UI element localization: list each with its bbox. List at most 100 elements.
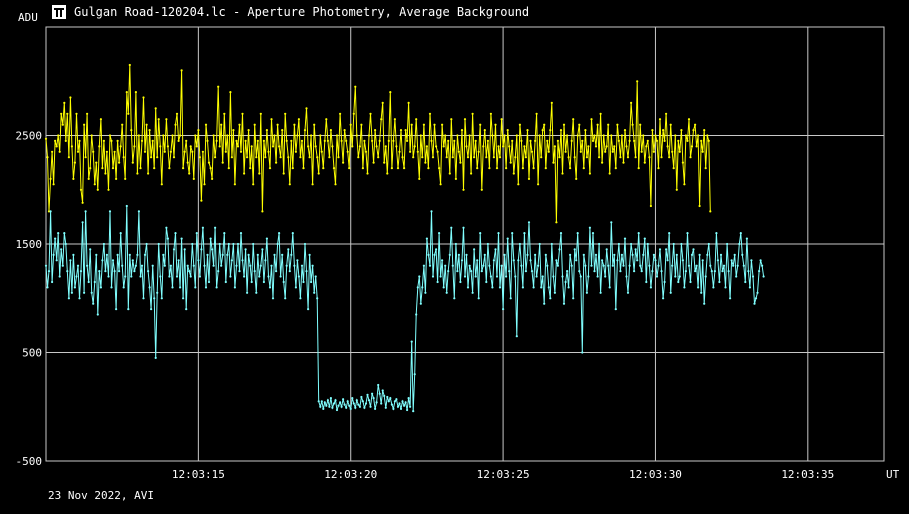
data-point bbox=[229, 91, 232, 94]
data-point bbox=[192, 264, 195, 267]
data-point bbox=[101, 259, 104, 262]
data-point bbox=[220, 123, 223, 126]
data-point bbox=[157, 118, 160, 121]
data-point bbox=[665, 112, 668, 115]
data-point bbox=[191, 150, 194, 153]
data-point bbox=[203, 183, 206, 186]
data-point bbox=[392, 139, 395, 142]
data-point bbox=[508, 270, 511, 273]
data-point bbox=[658, 248, 662, 251]
data-point bbox=[439, 275, 442, 278]
data-point bbox=[51, 150, 54, 153]
data-point bbox=[204, 286, 208, 289]
data-point bbox=[101, 167, 104, 170]
data-point bbox=[108, 134, 112, 137]
data-point bbox=[491, 134, 494, 137]
data-point bbox=[314, 145, 317, 148]
data-point bbox=[340, 139, 343, 142]
data-point bbox=[674, 275, 677, 278]
data-point bbox=[227, 242, 230, 246]
data-point bbox=[415, 118, 418, 121]
data-point bbox=[550, 242, 553, 246]
data-point bbox=[200, 199, 203, 202]
data-point bbox=[163, 150, 166, 153]
y-tick-label: 1500 bbox=[16, 238, 43, 251]
data-point bbox=[102, 139, 105, 142]
data-point bbox=[495, 275, 499, 278]
data-point bbox=[61, 264, 64, 267]
data-point bbox=[662, 297, 665, 300]
data-point bbox=[380, 118, 383, 121]
data-point bbox=[718, 280, 721, 284]
data-point bbox=[460, 129, 464, 132]
data-point bbox=[524, 270, 528, 273]
data-point bbox=[255, 291, 258, 294]
data-point bbox=[99, 118, 102, 121]
data-point bbox=[514, 156, 517, 159]
data-point bbox=[643, 237, 646, 240]
data-point bbox=[634, 248, 637, 251]
data-point bbox=[204, 123, 208, 126]
data-point bbox=[98, 270, 101, 273]
data-point bbox=[503, 253, 506, 256]
data-point bbox=[683, 183, 686, 186]
data-point bbox=[217, 85, 220, 88]
data-point bbox=[722, 264, 726, 267]
data-point bbox=[745, 237, 749, 240]
data-point bbox=[275, 161, 278, 164]
data-point bbox=[87, 280, 90, 284]
data-point bbox=[524, 156, 528, 159]
data-point bbox=[666, 145, 669, 148]
data-point bbox=[172, 156, 176, 159]
data-point bbox=[532, 286, 535, 289]
data-point bbox=[607, 123, 610, 126]
y-tick-label: -500 bbox=[16, 455, 43, 468]
data-point bbox=[433, 123, 436, 126]
data-point bbox=[198, 156, 201, 159]
data-point bbox=[195, 232, 198, 235]
data-point bbox=[703, 302, 706, 305]
data-point bbox=[276, 242, 279, 246]
data-point bbox=[259, 112, 262, 115]
data-point bbox=[243, 172, 246, 175]
data-point bbox=[369, 405, 372, 408]
data-point bbox=[255, 156, 258, 159]
data-point bbox=[211, 177, 214, 180]
data-point bbox=[311, 264, 314, 267]
data-point bbox=[453, 139, 456, 142]
data-point bbox=[431, 275, 435, 278]
data-point bbox=[93, 183, 96, 186]
data-point bbox=[84, 156, 87, 159]
data-point bbox=[267, 150, 270, 153]
data-point bbox=[538, 242, 541, 246]
data-point bbox=[697, 286, 700, 289]
data-point bbox=[726, 242, 729, 246]
data-point bbox=[229, 275, 232, 278]
data-point bbox=[399, 407, 403, 410]
data-point bbox=[250, 145, 253, 148]
data-point bbox=[276, 123, 279, 126]
data-point bbox=[447, 139, 450, 142]
data-point bbox=[54, 139, 57, 142]
data-point bbox=[104, 270, 107, 273]
data-point bbox=[157, 242, 160, 246]
data-point bbox=[348, 167, 351, 170]
data-point bbox=[514, 275, 517, 278]
data-point bbox=[377, 383, 380, 387]
data-point bbox=[209, 237, 212, 240]
data-point bbox=[89, 167, 92, 170]
data-point bbox=[326, 399, 329, 402]
data-point bbox=[148, 286, 151, 289]
data-point bbox=[448, 172, 451, 175]
data-point bbox=[480, 270, 483, 273]
data-point bbox=[719, 253, 723, 256]
data-point bbox=[704, 167, 707, 170]
data-point bbox=[512, 172, 515, 175]
data-point bbox=[587, 275, 590, 278]
data-point bbox=[261, 248, 264, 251]
data-point bbox=[477, 297, 480, 300]
data-point bbox=[300, 139, 304, 142]
data-point bbox=[381, 101, 384, 104]
data-point bbox=[483, 253, 486, 256]
data-point bbox=[111, 259, 115, 262]
